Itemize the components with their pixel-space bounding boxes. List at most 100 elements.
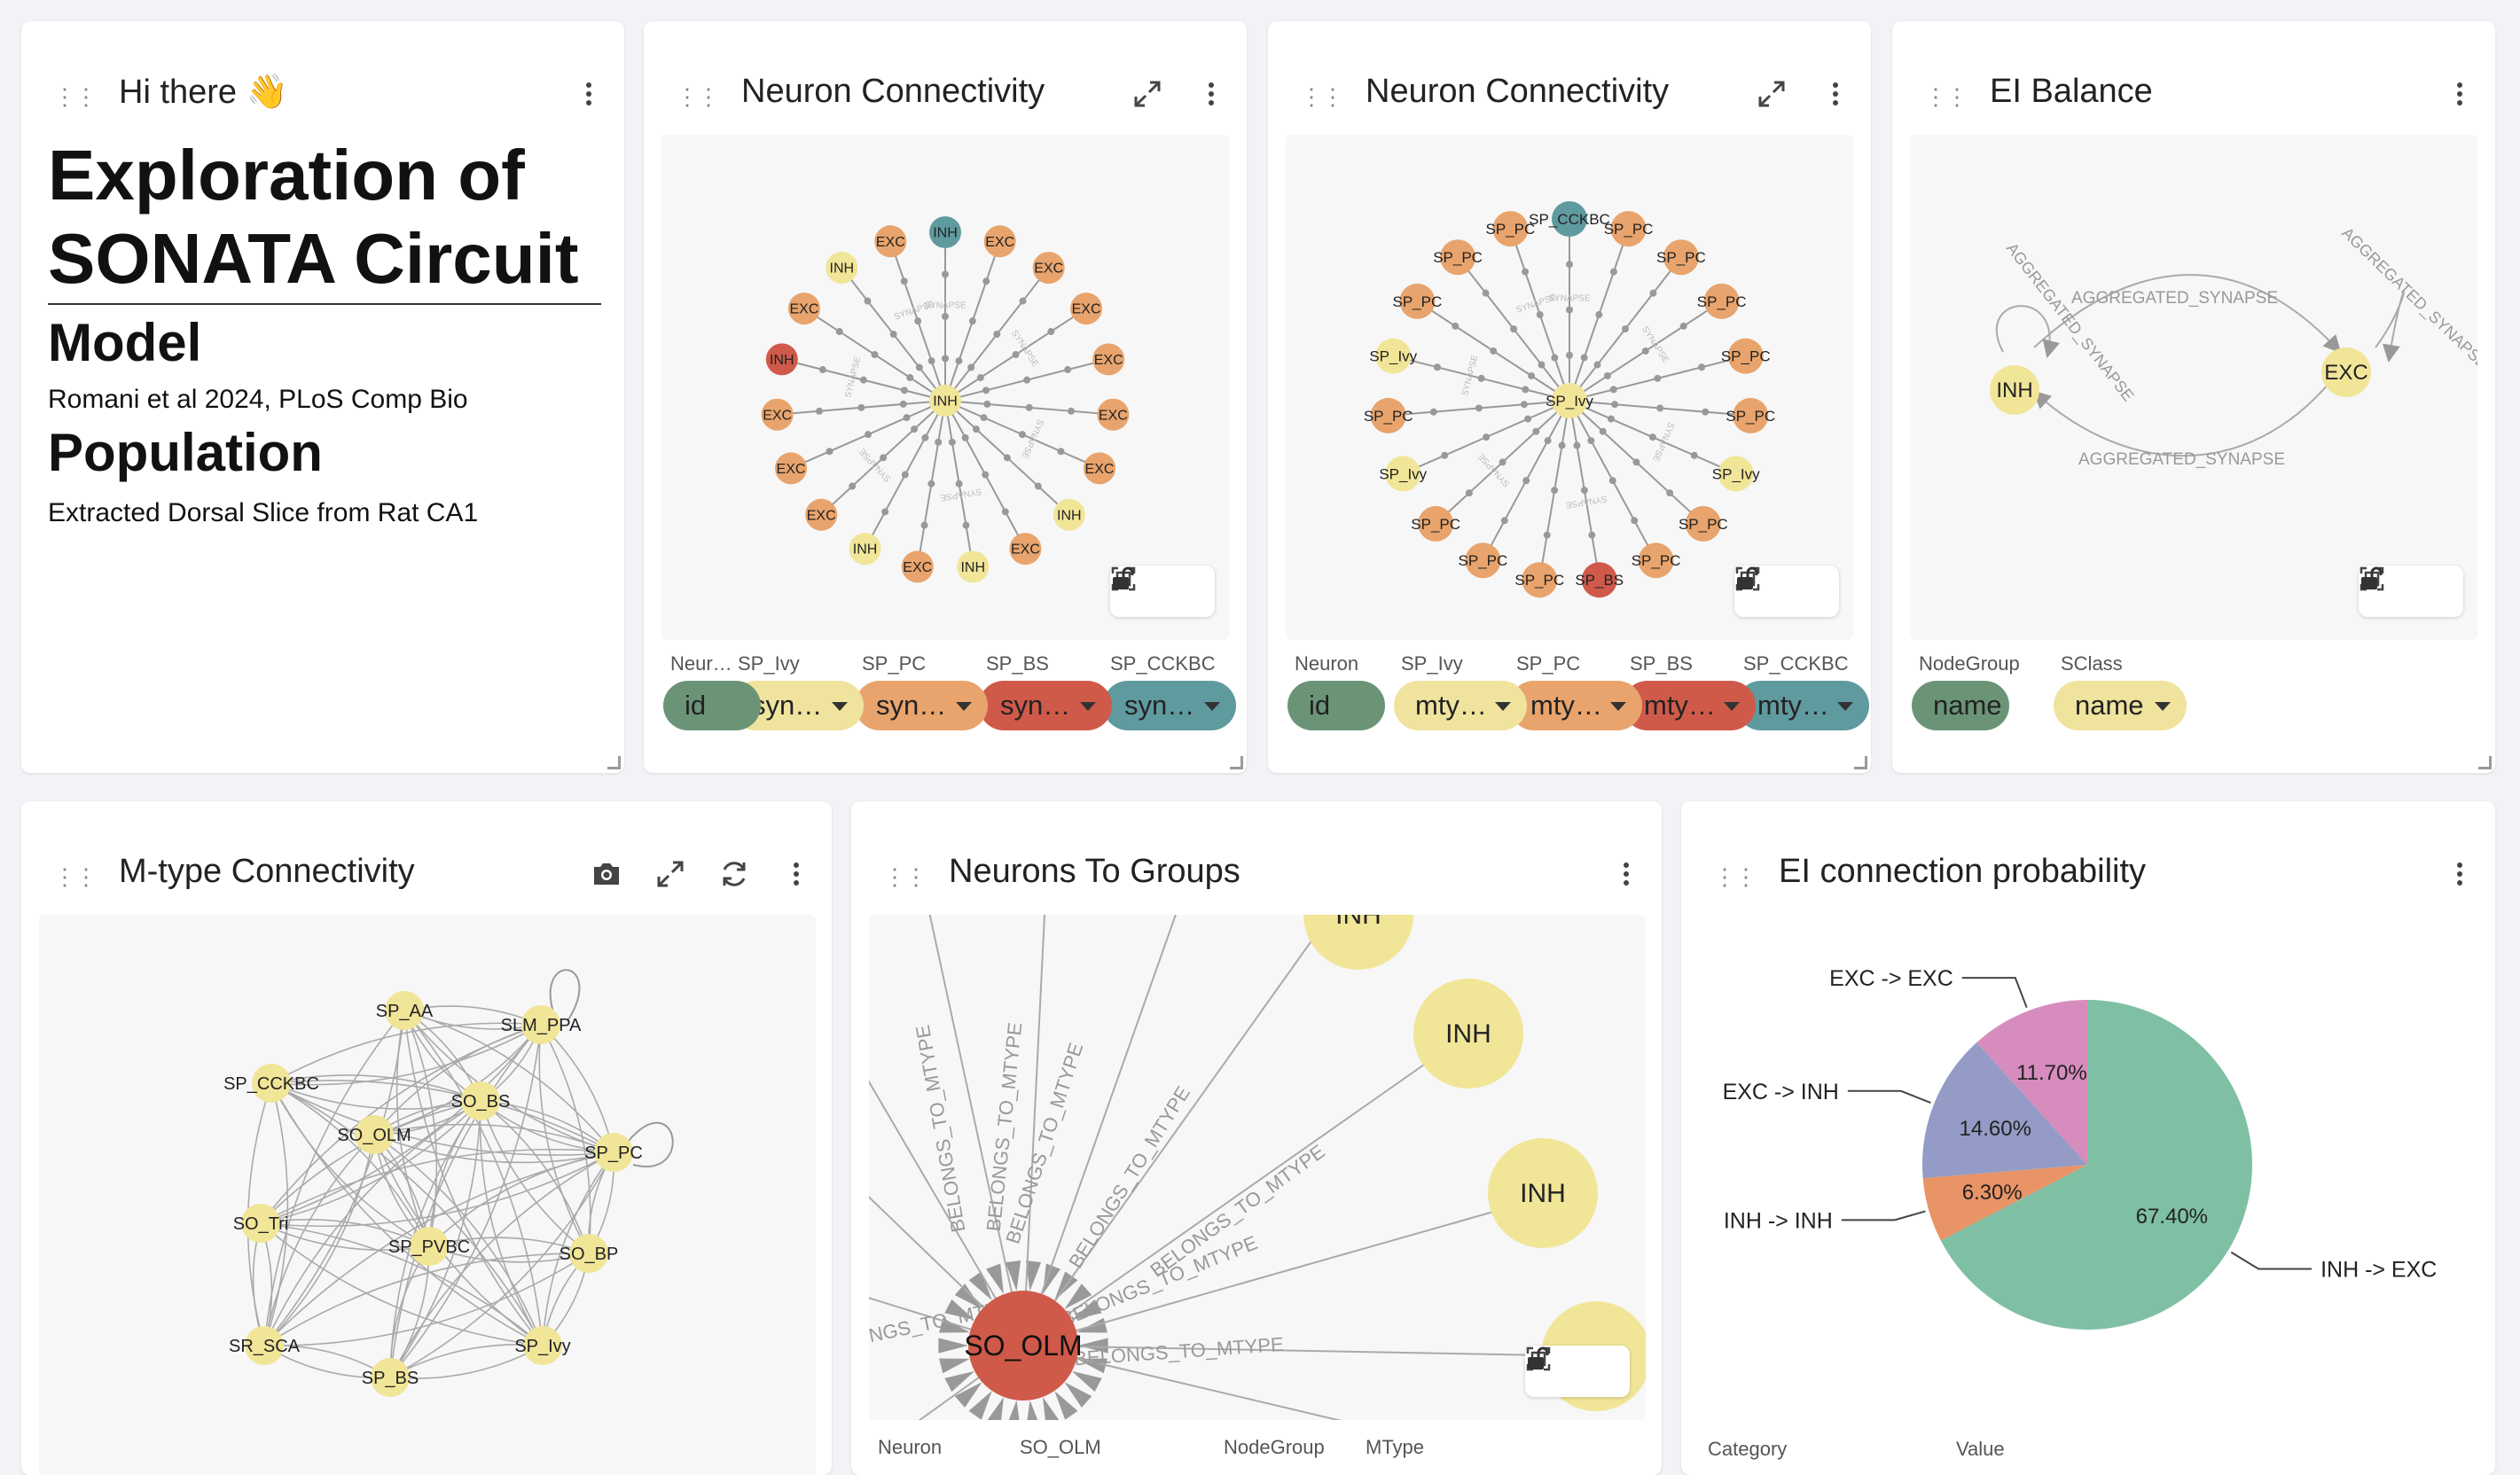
graph-node[interactable] xyxy=(1375,338,1412,374)
pie-slice[interactable] xyxy=(1940,1000,2252,1330)
graph-node[interactable] xyxy=(957,550,990,583)
graph-node[interactable] xyxy=(1465,542,1501,579)
drag-handle-icon[interactable]: ⋮⋮ xyxy=(53,863,98,890)
pie-slice[interactable] xyxy=(1922,1165,2087,1241)
graph-node[interactable] xyxy=(787,293,820,325)
graph-node[interactable] xyxy=(805,498,838,531)
graph-node[interactable] xyxy=(1638,542,1674,579)
pie-slice[interactable] xyxy=(1976,1000,2087,1165)
graph-node[interactable] xyxy=(826,252,858,285)
resize-handle[interactable] xyxy=(1230,756,1243,769)
graph-node[interactable] xyxy=(1009,533,1042,566)
more-menu-icon[interactable] xyxy=(1818,76,1853,112)
drag-handle-icon[interactable]: ⋮⋮ xyxy=(1713,863,1757,890)
group-node[interactable] xyxy=(1303,915,1413,970)
mtype-node[interactable] xyxy=(245,1326,284,1365)
drag-handle-icon[interactable]: ⋮⋮ xyxy=(53,83,98,110)
column-field-select[interactable]: mty… xyxy=(1509,681,1642,730)
graph-node[interactable] xyxy=(1418,505,1454,542)
pie-slice[interactable] xyxy=(1922,1042,2087,1179)
node-inh[interactable] xyxy=(1990,365,2039,415)
graph-node[interactable] xyxy=(1032,252,1065,285)
resize-handle[interactable] xyxy=(2478,756,2492,769)
mtype-node[interactable] xyxy=(241,1204,280,1243)
column-field-select[interactable]: id xyxy=(663,681,761,730)
graph-node[interactable] xyxy=(1083,452,1115,485)
column-field-select[interactable]: syn… xyxy=(1103,681,1236,730)
graph-node[interactable] xyxy=(901,550,934,583)
graph-node[interactable] xyxy=(1685,505,1721,542)
graph-canvas[interactable]: SYNAPSE SYNAPSE SYNAPSE SYNAPSE SYNAPSE SYNAP… xyxy=(661,135,1229,640)
graph-node[interactable] xyxy=(1097,398,1130,431)
column-field-select[interactable]: mty… xyxy=(1623,681,1756,730)
expand-icon[interactable] xyxy=(1754,76,1789,112)
graph-node[interactable] xyxy=(1053,498,1085,531)
camera-icon[interactable] xyxy=(589,856,624,892)
drag-handle-icon[interactable]: ⋮⋮ xyxy=(1300,83,1344,110)
graph-node[interactable] xyxy=(761,398,794,431)
graph-canvas[interactable]: AGGREGATED_SYNAPSE AGGREGATED_SYNAPSE AG… xyxy=(1910,135,2477,640)
more-menu-icon[interactable] xyxy=(1608,856,1644,892)
graph-node[interactable] xyxy=(1610,211,1647,247)
graph-node[interactable] xyxy=(1492,211,1529,247)
graph-node[interactable] xyxy=(929,216,961,248)
drag-handle-icon[interactable]: ⋮⋮ xyxy=(1924,83,1968,110)
column-field-select[interactable]: id xyxy=(1287,681,1385,730)
graph-node[interactable] xyxy=(1070,293,1103,325)
drag-handle-icon[interactable]: ⋮⋮ xyxy=(676,83,720,110)
column-field-select[interactable]: name xyxy=(2054,681,2187,730)
graph-node[interactable] xyxy=(1370,397,1406,433)
graph-node[interactable] xyxy=(983,225,1016,258)
mtype-node[interactable] xyxy=(385,991,424,1030)
graph-node[interactable] xyxy=(1703,283,1740,319)
column-field-select[interactable]: syn… xyxy=(855,681,988,730)
more-menu-icon[interactable] xyxy=(571,76,607,112)
more-menu-icon[interactable] xyxy=(2442,856,2477,892)
graph-node[interactable] xyxy=(849,533,881,566)
column-field-select[interactable]: syn… xyxy=(979,681,1112,730)
graph-node[interactable] xyxy=(765,343,798,376)
graph-node[interactable] xyxy=(775,452,808,485)
more-menu-icon[interactable] xyxy=(779,856,814,892)
graph-node[interactable] xyxy=(1581,562,1617,598)
expand-icon[interactable] xyxy=(653,856,688,892)
more-menu-icon[interactable] xyxy=(2442,76,2477,112)
mtype-node[interactable] xyxy=(252,1064,291,1103)
graph-node[interactable] xyxy=(1385,456,1421,492)
center-node[interactable] xyxy=(929,385,961,417)
node-exc[interactable] xyxy=(2321,347,2371,397)
column-field-select[interactable]: mty… xyxy=(1736,681,1869,730)
group-node[interactable] xyxy=(1488,1138,1598,1248)
group-node[interactable] xyxy=(1413,979,1523,1089)
mtype-node[interactable] xyxy=(523,1326,562,1365)
graph-node[interactable] xyxy=(1092,343,1125,376)
more-menu-icon[interactable] xyxy=(1193,76,1229,112)
graph-node[interactable] xyxy=(1663,239,1699,276)
refresh-icon[interactable] xyxy=(716,856,752,892)
graph-node[interactable] xyxy=(1440,239,1476,276)
mtype-node[interactable] xyxy=(410,1227,449,1266)
graph-node[interactable] xyxy=(1733,397,1769,433)
mtype-node[interactable] xyxy=(371,1358,410,1397)
graph-node[interactable] xyxy=(1727,338,1764,374)
resize-handle[interactable] xyxy=(607,756,621,769)
center-node[interactable] xyxy=(1552,383,1587,418)
graph-canvas[interactable]: BELONGS_TO_MTYPE BELONGS_TO_MTYPE BELONGS_… xyxy=(869,915,1646,1420)
drag-handle-icon[interactable]: ⋮⋮ xyxy=(883,863,927,890)
mtype-node[interactable] xyxy=(355,1115,394,1154)
graph-node[interactable] xyxy=(1522,562,1558,598)
graph-node[interactable] xyxy=(874,225,907,258)
resize-handle[interactable] xyxy=(1854,756,1867,769)
graph-canvas[interactable]: SYNAPSE SYNAPSE SYNAPSE SYNAPSE SYNAPSE SYNAP… xyxy=(1286,135,1853,640)
mtype-node[interactable] xyxy=(594,1133,633,1172)
mtype-node[interactable] xyxy=(569,1234,608,1273)
graph-canvas[interactable]: SP_AA SLM_PPA SP_CCKBC SO_BS SO_OLM SP_PC SO_T… xyxy=(39,915,816,1475)
mtype-node[interactable] xyxy=(521,1005,560,1044)
column-field-select[interactable]: name xyxy=(1912,681,2009,730)
center-node[interactable] xyxy=(968,1291,1078,1401)
graph-node[interactable] xyxy=(1399,283,1436,319)
graph-node[interactable] xyxy=(1718,456,1754,492)
expand-icon[interactable] xyxy=(1130,76,1165,112)
column-field-select[interactable]: mty… xyxy=(1394,681,1527,730)
mtype-node[interactable] xyxy=(461,1081,500,1120)
